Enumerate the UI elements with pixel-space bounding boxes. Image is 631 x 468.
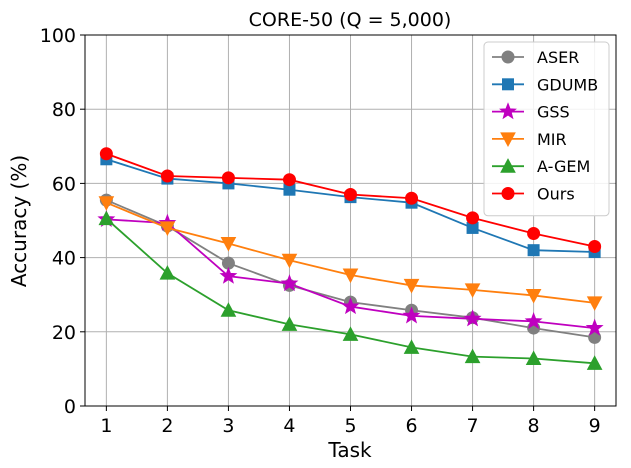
data-point-mir bbox=[403, 278, 420, 294]
chart-title: CORE-50 (Q = 5,000) bbox=[249, 9, 452, 31]
legend-item-mir: MIR bbox=[492, 130, 567, 149]
series-mir bbox=[98, 196, 603, 311]
legend-label: GSS bbox=[537, 103, 570, 122]
x-tick-label: 8 bbox=[528, 415, 540, 437]
legend-item-aser: ASER bbox=[492, 48, 579, 67]
x-axis-ticks: 1 2 3 4 5 6 7 8 9 bbox=[100, 406, 601, 437]
data-point-a-gem bbox=[342, 326, 359, 341]
legend-item-ours: Ours bbox=[492, 185, 575, 204]
series-group bbox=[97, 147, 604, 370]
series-ours bbox=[99, 147, 602, 253]
legend-label: GDUMB bbox=[537, 75, 598, 94]
legend-marker-gdumb bbox=[502, 78, 514, 91]
data-point-ours bbox=[160, 169, 174, 183]
x-tick-label: 5 bbox=[344, 415, 356, 437]
data-point-gdumb bbox=[527, 244, 540, 257]
data-point-gss bbox=[219, 266, 238, 284]
y-tick-label: 0 bbox=[64, 396, 76, 418]
data-point-a-gem bbox=[159, 265, 176, 280]
data-point-a-gem bbox=[98, 210, 115, 226]
y-tick-label: 20 bbox=[52, 322, 76, 344]
y-axis-label: Accuracy (%) bbox=[7, 155, 31, 287]
data-point-gss bbox=[402, 306, 421, 324]
x-axis-label: Task bbox=[327, 438, 372, 462]
data-point-ours bbox=[221, 171, 235, 185]
legend-item-a-gem: A-GEM bbox=[492, 157, 590, 176]
data-point-gss bbox=[463, 309, 482, 327]
data-point-mir bbox=[281, 253, 298, 269]
legend-marker-gss bbox=[499, 102, 517, 120]
data-point-gss bbox=[585, 318, 604, 336]
data-point-ours bbox=[99, 147, 113, 161]
data-point-mir bbox=[464, 283, 481, 298]
legend-label: Ours bbox=[537, 185, 575, 204]
data-point-gss bbox=[341, 297, 360, 315]
data-point-mir bbox=[525, 288, 542, 304]
x-tick-label: 6 bbox=[405, 415, 417, 437]
data-point-a-gem bbox=[525, 350, 542, 366]
y-tick-label: 40 bbox=[52, 248, 76, 270]
legend-marker-mir bbox=[500, 132, 516, 147]
x-tick-label: 7 bbox=[467, 415, 479, 437]
x-tick-label: 2 bbox=[161, 415, 173, 437]
data-point-ours bbox=[282, 173, 296, 187]
data-point-a-gem bbox=[220, 302, 237, 317]
y-tick-label: 80 bbox=[52, 99, 76, 121]
legend-item-gss: GSS bbox=[492, 102, 570, 122]
data-point-mir bbox=[98, 196, 115, 211]
data-point-mir bbox=[159, 221, 176, 236]
y-tick-label: 100 bbox=[40, 25, 76, 47]
data-point-a-gem bbox=[464, 348, 481, 364]
legend-label: A-GEM bbox=[537, 157, 590, 176]
data-point-mir bbox=[342, 268, 359, 284]
x-tick-label: 4 bbox=[283, 415, 295, 437]
data-point-ours bbox=[344, 188, 357, 202]
data-point-a-gem bbox=[403, 339, 420, 354]
data-point-mir bbox=[220, 237, 237, 252]
x-tick-label: 3 bbox=[222, 415, 234, 437]
data-point-ours bbox=[527, 226, 541, 240]
x-tick-label: 9 bbox=[589, 415, 601, 437]
legend-marker-aser bbox=[501, 50, 515, 64]
legend-label: MIR bbox=[537, 130, 567, 149]
data-point-a-gem bbox=[586, 355, 603, 370]
data-point-ours bbox=[405, 191, 419, 205]
legend-marker-ours bbox=[501, 187, 515, 200]
legend-marker-a-gem bbox=[500, 158, 516, 173]
data-point-ours bbox=[588, 239, 602, 253]
x-tick-label: 1 bbox=[100, 415, 112, 437]
data-point-mir bbox=[586, 296, 603, 311]
data-point-a-gem bbox=[281, 316, 298, 331]
legend: ASER GDUMB GSS MIR A-GEM Ours bbox=[483, 41, 610, 217]
y-axis-ticks: 0 20 40 60 80 100 bbox=[40, 25, 85, 418]
legend-label: ASER bbox=[537, 48, 579, 67]
legend-item-gdumb: GDUMB bbox=[492, 75, 598, 94]
data-point-gss bbox=[280, 274, 299, 292]
data-point-gss bbox=[524, 312, 543, 330]
series-a-gem bbox=[98, 210, 603, 370]
y-tick-label: 60 bbox=[52, 173, 76, 195]
data-point-ours bbox=[466, 211, 480, 225]
